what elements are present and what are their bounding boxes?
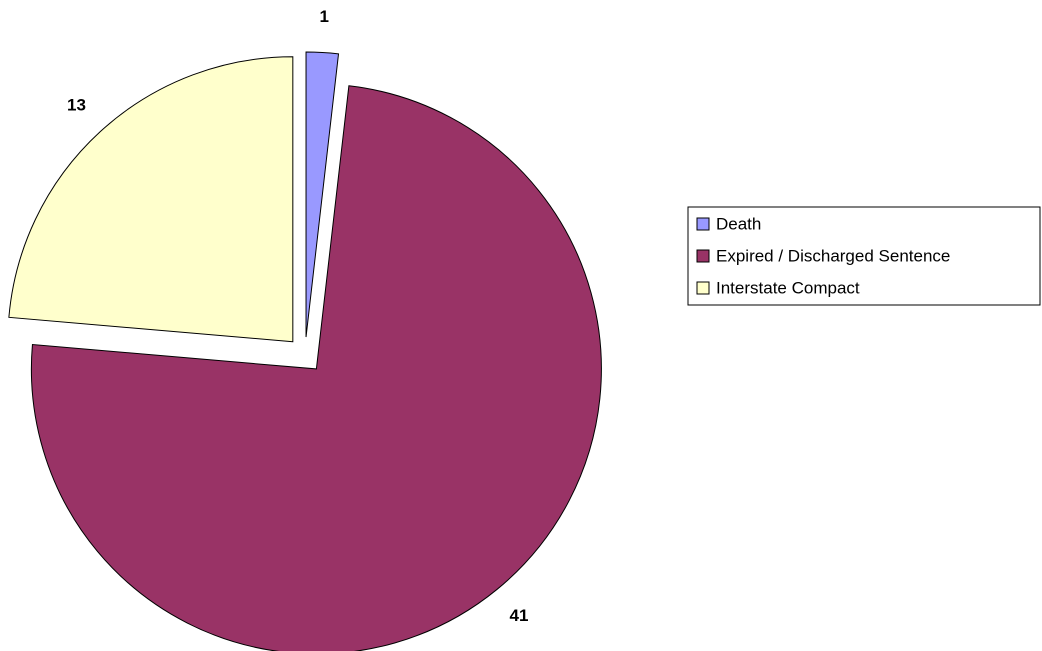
legend-label: Death	[716, 214, 761, 233]
legend-box	[687, 206, 1041, 306]
pie-slice	[305, 51, 340, 338]
legend-swatch	[696, 217, 710, 231]
legend-swatch	[696, 281, 710, 295]
data-label: 13	[67, 95, 86, 114]
data-label: 41	[509, 606, 528, 625]
data-label: 1	[320, 7, 329, 26]
legend-label: Expired / Discharged Sentence	[716, 246, 950, 265]
legend-label: Interstate Compact	[716, 278, 860, 297]
pie-slice	[30, 85, 602, 651]
pie-slice	[8, 56, 294, 343]
legend-swatch	[696, 249, 710, 263]
